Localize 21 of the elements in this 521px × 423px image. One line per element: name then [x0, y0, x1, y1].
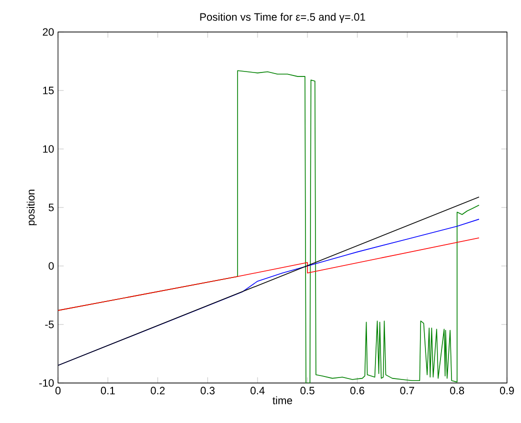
- x-tick-label: 0.2: [150, 386, 165, 394]
- x-tick-label: 0.3: [200, 386, 215, 394]
- x-tick-label: 0.7: [400, 386, 414, 394]
- x-tick-label: 0.9: [500, 386, 514, 394]
- chart-title: Position vs Time for ε=.5 and γ=.01: [200, 12, 366, 23]
- x-axis-title: time: [272, 396, 292, 404]
- x-tick-label: 0: [55, 386, 61, 394]
- x-tick-label: 0.4: [250, 386, 265, 394]
- y-tick-label: 10: [43, 145, 54, 153]
- y-tick-label: -10: [39, 379, 54, 387]
- line-series: [58, 238, 480, 311]
- x-tick-label: 0.6: [350, 386, 364, 394]
- y-axis-title: position: [26, 190, 37, 226]
- x-tick-label: 0.5: [300, 386, 314, 394]
- x-tick-label: 0.8: [450, 386, 464, 394]
- y-tick-label: 0: [48, 262, 54, 270]
- y-tick-label: 15: [43, 86, 54, 94]
- y-tick-label: -5: [45, 320, 54, 328]
- x-tick-label: 0.1: [100, 386, 115, 394]
- y-tick-label: 5: [48, 204, 54, 212]
- y-tick-label: 20: [42, 28, 54, 36]
